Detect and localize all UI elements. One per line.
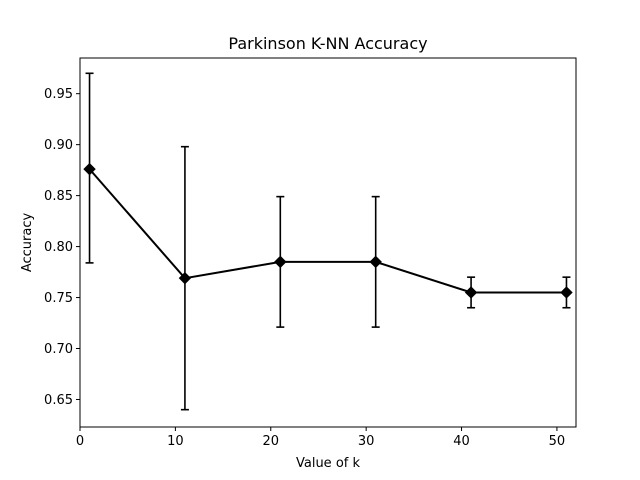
y-tick-label: 0.90 bbox=[44, 138, 73, 153]
x-axis: 0 10 20 30 40 50 bbox=[76, 427, 565, 449]
y-tick-label: 0.75 bbox=[44, 291, 73, 306]
data-point-marker bbox=[178, 271, 192, 285]
data-point-marker bbox=[560, 286, 573, 299]
series-line bbox=[88, 168, 567, 294]
x-tick-label: 10 bbox=[167, 434, 184, 449]
y-tick-label: 0.70 bbox=[44, 342, 73, 357]
data-point-marker bbox=[369, 255, 382, 269]
y-tick-label: 0.65 bbox=[44, 393, 73, 408]
y-tick-label: 0.85 bbox=[44, 189, 73, 204]
x-axis-label: Value of k bbox=[296, 456, 360, 471]
series-lines bbox=[88, 168, 567, 294]
y-axis-label: Accuracy bbox=[20, 213, 35, 273]
x-tick-label: 40 bbox=[453, 434, 470, 449]
x-tick-label: 30 bbox=[358, 434, 375, 449]
data-point-marker bbox=[464, 286, 478, 299]
y-tick-label: 0.95 bbox=[44, 87, 73, 102]
y-axis: 0.65 0.70 0.75 0.80 0.85 0.90 0.95 bbox=[44, 87, 80, 408]
data-point-marker bbox=[83, 162, 96, 176]
data-point-marker bbox=[274, 255, 287, 269]
x-tick-label: 50 bbox=[549, 434, 566, 449]
plot-area bbox=[80, 58, 576, 427]
x-tick-label: 20 bbox=[262, 434, 279, 449]
y-tick-label: 0.80 bbox=[44, 240, 73, 255]
chart-title: Parkinson K-NN Accuracy bbox=[228, 34, 427, 53]
x-tick-label: 0 bbox=[76, 434, 84, 449]
series-markers bbox=[83, 162, 573, 299]
plot-frame bbox=[79, 57, 577, 428]
